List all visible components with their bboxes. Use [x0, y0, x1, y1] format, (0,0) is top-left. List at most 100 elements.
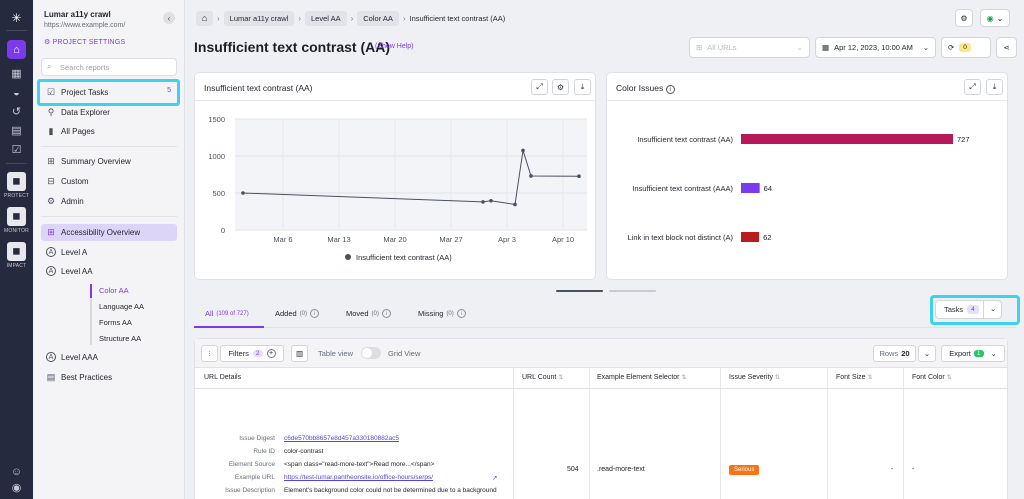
search-input[interactable]: ⌕ Search reports — [41, 58, 177, 76]
column-divider — [903, 368, 904, 499]
breadcrumb-color-aa[interactable]: Color AA — [357, 10, 399, 26]
gauge-icon[interactable]: ◒ — [13, 86, 20, 99]
search-placeholder: Search reports — [60, 62, 110, 72]
sidebar-item-data-explorer[interactable]: ⚲ Data Explorer — [41, 104, 177, 121]
sidebar-item-summary-overview[interactable]: ⊞ Summary Overview — [41, 153, 177, 170]
sidebar-item-accessibility-overview[interactable]: ⊞ Accessibility Overview — [41, 224, 177, 241]
rows-dropdown-button[interactable]: ⌄ — [918, 345, 936, 362]
user-icon[interactable]: ◉ — [11, 482, 22, 494]
issue-digest-link[interactable]: c6de570bb8657e8d457a330180882ac5 — [284, 435, 399, 442]
sidebar-item-label: Best Practices — [61, 373, 113, 382]
lumar-logo-icon[interactable]: ✳ — [11, 10, 22, 25]
project-name: Lumar a11y crawl — [44, 10, 111, 19]
clipboard-icon[interactable]: ▤ — [11, 125, 22, 137]
product-protect[interactable]: ◼ PROTECT — [4, 172, 29, 199]
example-url-link[interactable]: https://test-lumar.pantheonsite.io/offic… — [284, 474, 434, 481]
download-chart-button[interactable]: ⤓ — [574, 79, 591, 95]
col-font-color[interactable]: Font Color ⇅ — [912, 374, 952, 381]
product-impact[interactable]: ◼ IMPACT — [4, 242, 29, 269]
sidebar-item-admin[interactable]: ⚙ Admin — [41, 193, 177, 210]
project-settings-link[interactable]: ⚙ PROJECT SETTINGS — [44, 38, 125, 46]
sidebar-item-label: Level AA — [61, 267, 93, 276]
tab-moved[interactable]: Moved (0) i — [346, 309, 391, 318]
chevron-down-icon[interactable]: ⌄ — [990, 304, 997, 313]
col-url-details[interactable]: URL Details — [204, 374, 241, 381]
external-link-icon[interactable]: ↗ — [492, 475, 498, 482]
sidebar-item-custom[interactable]: ⊟ Custom — [41, 173, 177, 190]
chevron-right-icon: › — [350, 13, 354, 23]
highlight-tasks — [930, 295, 1020, 325]
sidebar-item-project-tasks[interactable]: ☑ Project Tasks 5 — [41, 84, 177, 101]
carousel-indicator-active[interactable] — [556, 290, 603, 292]
home-icon[interactable]: ⌂ — [7, 40, 26, 59]
info-icon[interactable]: i — [310, 309, 320, 318]
view-toggle[interactable] — [361, 347, 381, 359]
history-icon[interactable]: ↺ — [11, 106, 22, 118]
sidebar-item-all-pages[interactable]: ▮ All Pages — [41, 123, 177, 140]
add-filter-icon: + — [266, 349, 276, 358]
sidebar-item-level-a[interactable]: A Level A — [41, 244, 177, 261]
y-tick-label: 1000 — [208, 152, 225, 161]
column-settings-button[interactable]: ⫶ — [201, 345, 218, 362]
columns-button[interactable]: ▥ — [291, 345, 308, 362]
breadcrumb-level-aa[interactable]: Level AA — [304, 10, 347, 26]
product-impact-label: IMPACT — [6, 263, 27, 269]
sidebar-subitem-color-aa[interactable]: Color AA — [99, 286, 129, 295]
export-button[interactable]: Export 1 ⌄ — [941, 345, 1005, 362]
filters-button[interactable]: Filters 2 + — [220, 345, 284, 362]
tasks-icon: ☑ — [46, 86, 56, 97]
col-example-selector[interactable]: Example Element Selector ⇅ — [597, 374, 686, 381]
segment-select[interactable]: ⊞ All URLs ⌄ — [689, 37, 810, 58]
sync-button[interactable]: ⟳ 0 — [941, 37, 991, 58]
grid-view-label: Grid View — [388, 349, 421, 358]
sort-icon: ⇅ — [774, 375, 780, 381]
font-color-cell: - — [912, 466, 915, 473]
col-label: URL Details — [204, 374, 242, 381]
grid-icon[interactable]: ▦ — [11, 68, 22, 80]
info-icon[interactable]: i — [456, 309, 466, 318]
filters-label: Filters — [228, 349, 249, 358]
tab-missing[interactable]: Missing (0) i — [418, 309, 466, 318]
tab-all[interactable]: All (109 of 727) — [205, 309, 249, 318]
col-url-count[interactable]: URL Count ⇅ — [522, 374, 563, 381]
crawl-date-select[interactable]: ▦ Apr 12, 2023, 10:00 AM ⌄ — [815, 37, 936, 58]
carousel-indicator[interactable] — [609, 290, 656, 292]
expand-chart-button[interactable]: ⤢ — [964, 79, 981, 95]
legend-marker — [345, 254, 351, 260]
sidebar-subitem-forms-aa[interactable]: Forms AA — [99, 318, 132, 327]
col-label: Example Element Selector — [597, 374, 680, 381]
sidebar-item-level-aaa[interactable]: A Level AAA — [41, 349, 177, 366]
smiley-icon[interactable]: ☺ — [10, 465, 23, 478]
collapse-sidebar-button[interactable]: ‹ — [163, 12, 175, 24]
share-button[interactable]: ⋖ — [996, 37, 1017, 58]
sidebar-subitem-structure-aa[interactable]: Structure AA — [99, 334, 142, 343]
show-help-link[interactable]: (Show Help) — [375, 43, 414, 50]
line-chart-card: Insufficient text contrast (AA) ⤢ ⚙ ⤓ 0 5… — [194, 72, 596, 280]
checklist-icon[interactable]: ☑ — [11, 144, 22, 156]
product-monitor[interactable]: ◼ MONITOR — [4, 207, 29, 234]
data-point — [481, 200, 485, 204]
col-issue-severity[interactable]: Issue Severity ⇅ — [729, 374, 780, 381]
sidebar-item-label: Summary Overview — [61, 157, 131, 166]
sidebar-subitem-language-aa[interactable]: Language AA — [99, 302, 145, 311]
breadcrumb-project[interactable]: Lumar a11y crawl — [223, 10, 295, 26]
tab-count: (0) — [371, 310, 379, 317]
sort-icon: ⇅ — [681, 375, 687, 381]
expand-chart-button[interactable]: ⤢ — [531, 79, 548, 95]
tab-added[interactable]: Added (0) i — [275, 309, 320, 318]
sidebar-item-level-aa[interactable]: A Level AA — [41, 263, 177, 280]
chart-settings-button[interactable]: ⚙ — [552, 79, 569, 95]
download-chart-button[interactable]: ⤓ — [986, 79, 1003, 95]
results-tabs: All (109 of 727) Added (0) i Moved (0) i Miss… — [194, 303, 1016, 328]
breadcrumb-home[interactable]: ⌂ — [196, 10, 213, 26]
info-icon[interactable]: i — [665, 85, 675, 94]
settings-button[interactable]: ⚙ — [955, 9, 973, 27]
account-menu-button[interactable]: ◉ ⌄ — [980, 9, 1010, 27]
rows-per-page-select[interactable]: Rows 20 — [873, 345, 916, 362]
tasks-button[interactable]: Tasks 4 ⌄ — [935, 300, 1002, 319]
sidebar-item-best-practices[interactable]: ▤ Best Practices — [41, 369, 177, 386]
project-url: https://www.example.com/ — [44, 22, 126, 29]
x-tick-label: Mar 27 — [439, 235, 462, 244]
col-font-size[interactable]: Font Size ⇅ — [836, 374, 873, 381]
info-icon[interactable]: i — [381, 309, 391, 318]
